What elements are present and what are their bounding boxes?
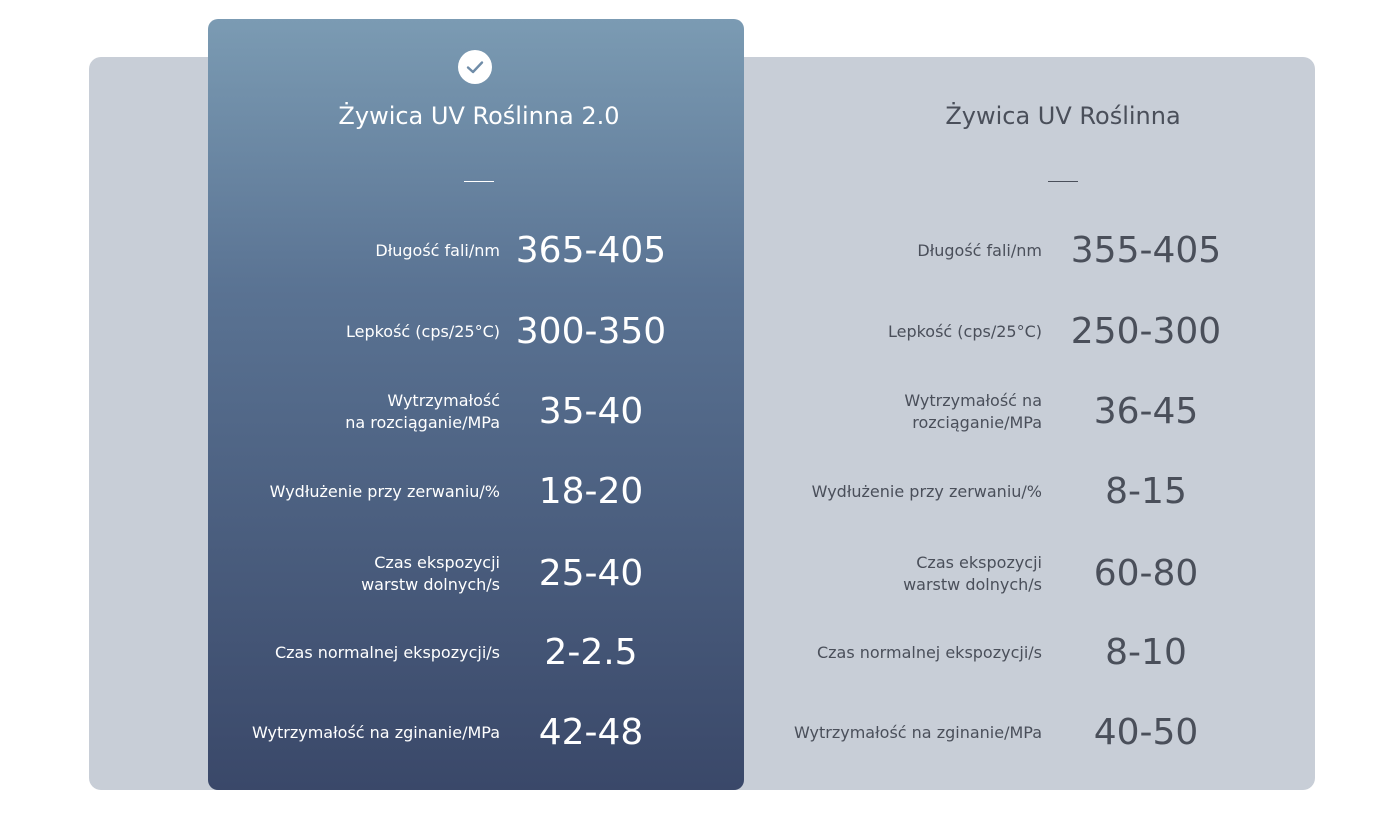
row-label: warstw dolnych/s [361,575,500,594]
row-label: Wytrzymałość na zginanie/MPa [793,723,1042,742]
row-value: 2-2.5 [544,632,638,673]
row-value: 365-405 [515,230,667,271]
row-value: 250-300 [1070,311,1222,352]
check-mark [466,61,484,74]
row-value: 40-50 [1093,712,1199,753]
row-value: 35-40 [538,391,644,432]
divider [464,181,494,182]
check-icon [458,50,492,84]
row-value: 18-20 [538,471,644,512]
row-label: Lepkość (cps/25°C) [345,322,500,341]
row-value: 300-350 [515,311,667,352]
row-label: warstw dolnych/s [903,575,1042,594]
column-title: Żywica UV Roślinna [945,102,1181,130]
row-label: Czas ekspozycji [916,553,1042,572]
row-label: Wytrzymałość na zginanie/MPa [251,723,500,742]
row-value: 36-45 [1093,391,1199,432]
row-label: Długość fali/nm [917,241,1042,260]
row-label: Wytrzymałość [387,391,500,410]
row-label: rozciąganie/MPa [912,413,1042,432]
row-value: 8-10 [1105,632,1187,673]
row-label: Czas normalnej ekspozycji/s [274,643,500,662]
row-value: 42-48 [538,712,644,753]
divider [1048,181,1078,182]
row-value: 8-15 [1105,471,1187,512]
row-label: na rozciąganie/MPa [345,413,500,432]
row-label: Długość fali/nm [375,241,500,260]
row-value: 60-80 [1093,553,1199,594]
row-label: Wytrzymałość na [904,391,1042,410]
row-value: 355-405 [1070,230,1222,271]
row-label: Wydłużenie przy zerwaniu/% [269,482,500,501]
row-label: Wydłużenie przy zerwaniu/% [811,482,1042,501]
highlighted-card [208,19,744,790]
row-label: Lepkość (cps/25°C) [887,322,1042,341]
row-label: Czas ekspozycji [374,553,500,572]
column-title: Żywica UV Roślinna 2.0 [338,102,620,130]
row-value: 25-40 [538,553,644,594]
row-label: Czas normalnej ekspozycji/s [816,643,1042,662]
